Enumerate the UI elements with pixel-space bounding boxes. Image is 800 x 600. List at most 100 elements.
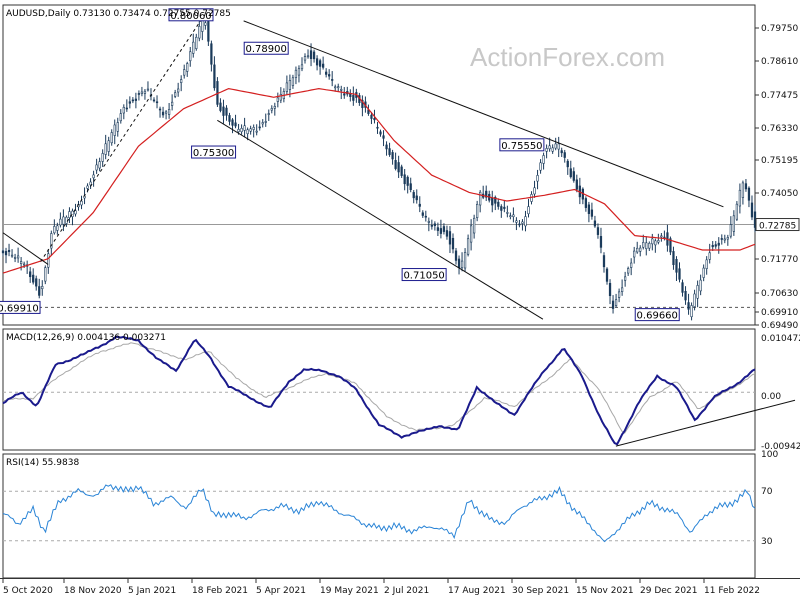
- candle: [379, 129, 382, 137]
- candle: [161, 106, 165, 118]
- candle-body: [693, 293, 696, 307]
- candle-body: [391, 152, 394, 160]
- candle: [264, 113, 267, 127]
- candle-body: [343, 93, 346, 96]
- candle-body: [180, 79, 183, 83]
- candle-body: [460, 260, 464, 269]
- candle-body: [288, 80, 292, 90]
- candle-body: [10, 254, 14, 257]
- price-tick-label: 0.74050: [761, 189, 798, 199]
- candle-body: [74, 210, 77, 215]
- candle-body: [56, 225, 59, 231]
- candle: [518, 220, 521, 228]
- candle-body: [636, 247, 639, 253]
- candle-body: [255, 130, 258, 133]
- candle: [71, 208, 74, 226]
- candle-body: [137, 93, 141, 95]
- candle: [288, 74, 292, 98]
- candle-body: [152, 99, 156, 102]
- candle-body: [219, 102, 222, 111]
- x-tick-label: 15 Nov 2021: [576, 586, 634, 596]
- candle: [174, 89, 177, 99]
- candle-body: [361, 99, 364, 108]
- candle-body: [575, 179, 578, 190]
- annotation: 0.75550: [499, 138, 545, 152]
- candle: [587, 201, 591, 223]
- candle-body: [539, 162, 542, 171]
- candle: [445, 225, 449, 240]
- candle: [337, 83, 340, 92]
- candle: [521, 219, 524, 231]
- candle: [699, 274, 702, 296]
- candle: [439, 219, 443, 239]
- candle-body: [551, 147, 554, 152]
- candle: [497, 198, 500, 210]
- candle: [654, 238, 657, 253]
- candle: [454, 247, 458, 265]
- trendline-falling-channel-support: [217, 119, 544, 320]
- annotation: 0.78900: [243, 41, 289, 55]
- candle-body: [183, 69, 186, 76]
- candle-body: [113, 124, 116, 136]
- candle: [614, 293, 618, 308]
- candle-body: [747, 187, 751, 201]
- candle: [300, 57, 304, 72]
- candle-body: [418, 203, 421, 207]
- candle: [735, 201, 739, 221]
- candle: [554, 137, 557, 151]
- candle: [74, 203, 77, 217]
- candle: [545, 144, 548, 159]
- candle-body: [116, 122, 119, 132]
- annotation-box: [499, 138, 545, 152]
- candle: [279, 87, 282, 104]
- candle: [575, 174, 578, 193]
- candle: [506, 205, 509, 218]
- candle: [216, 77, 219, 107]
- candle: [198, 20, 201, 42]
- candle-body: [128, 101, 131, 104]
- x-tick-label: 11 Feb 2022: [704, 586, 760, 596]
- candle: [164, 110, 168, 120]
- candle: [418, 196, 421, 213]
- candle-body: [720, 238, 723, 240]
- trendline-rally-line: [40, 14, 205, 262]
- candle-body: [605, 268, 609, 282]
- annotation-box: [191, 145, 237, 159]
- candle: [116, 117, 119, 137]
- x-tick-label: 19 May 2021: [320, 586, 379, 596]
- candle-body: [735, 203, 739, 220]
- current-price-tag: 0.72785: [755, 218, 800, 232]
- candle-body: [479, 191, 482, 206]
- rsi-line: [2, 484, 756, 543]
- candle-body: [279, 94, 282, 101]
- candle-body: [41, 286, 44, 290]
- annotation-label: 0.78900: [246, 44, 287, 55]
- candle: [515, 217, 518, 231]
- trendline-falling-channel-resistance: [243, 20, 724, 208]
- macd-trendline-macd-support: [615, 399, 796, 447]
- candle-body: [300, 64, 304, 70]
- candle: [219, 98, 222, 113]
- candle: [630, 258, 633, 276]
- candle-body: [19, 261, 23, 264]
- candle: [684, 286, 687, 305]
- candle-body: [44, 267, 47, 282]
- candle-body: [373, 118, 376, 121]
- candle-body: [382, 135, 385, 139]
- candle: [140, 86, 144, 97]
- candle-body: [669, 238, 672, 253]
- candle-body: [675, 259, 678, 273]
- candle: [569, 160, 572, 179]
- candle: [252, 124, 255, 138]
- candle-body: [140, 91, 144, 94]
- candle-body: [4, 251, 8, 256]
- candle-body: [261, 122, 264, 125]
- candle-body: [29, 271, 32, 278]
- candle-body: [146, 88, 150, 91]
- candle: [134, 92, 138, 109]
- candle: [325, 68, 328, 78]
- candle-body: [509, 215, 512, 218]
- candle-body: [394, 160, 397, 169]
- candle: [270, 105, 273, 114]
